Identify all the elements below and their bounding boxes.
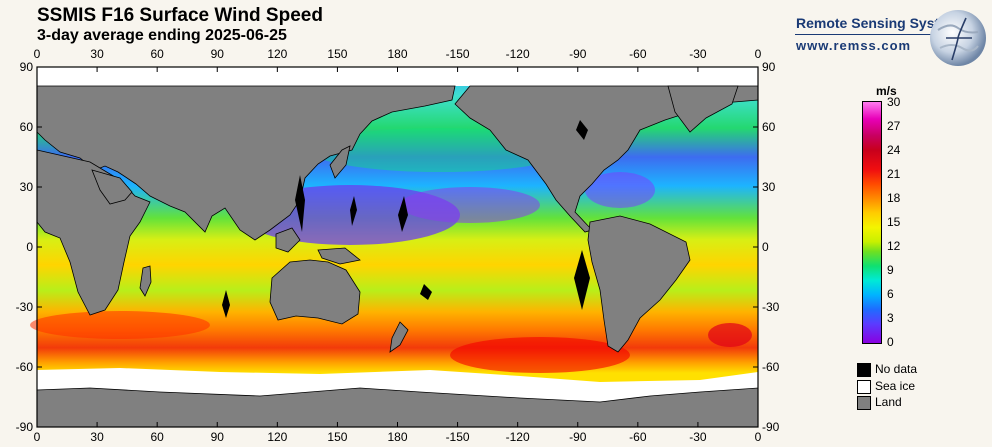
no-data-swath [398,196,408,232]
lon-label-top: -120 [505,47,530,61]
no-data-swaths [222,120,590,318]
lat-label-left: -30 [15,300,33,314]
legend-swatch [857,379,871,394]
no-data-swath [295,175,305,232]
lat-label-right: -60 [762,360,780,374]
colorbar-tick: 15 [887,215,901,229]
atlantic-gulf-calm [585,172,655,208]
legend-label: Land [875,395,902,409]
colorbar-tick: 18 [887,191,901,205]
lon-label-bottom: 30 [90,430,104,444]
lon-label-bottom: 180 [387,430,408,444]
no-data-swath [574,250,590,310]
legend-swatch [857,396,871,410]
madagascar-land [139,265,152,297]
lon-label-bottom: 120 [267,430,288,444]
brand-url[interactable]: www.remss.com [796,38,912,53]
south-america-land [587,215,691,353]
lon-label-top: 90 [210,47,224,61]
lon-label-top: 60 [150,47,164,61]
colorbar-tick: 6 [887,287,894,301]
south-atlantic-high-wind [708,323,752,347]
land-masses [36,85,759,428]
new-guinea-land [317,247,361,265]
lon-label-bottom: 150 [327,430,348,444]
lon-label-top: 150 [327,47,348,61]
new-zealand-land [389,321,409,353]
lon-label-top: -60 [629,47,647,61]
map-title: SSMIS F16 Surface Wind Speed [37,5,323,26]
no-data-swath [420,284,432,300]
lon-label-top: -90 [569,47,587,61]
lat-label-right: -30 [762,300,780,314]
lat-label-right: -90 [762,420,780,434]
pacific-calm-region [400,187,540,223]
colorbar-tick: 3 [887,311,894,325]
axis-ticks [36,66,759,428]
lat-label-right: 90 [762,60,776,74]
legend-swatch [857,363,871,377]
colorbar-tick: 24 [887,143,901,157]
lat-label-left: -90 [15,420,33,434]
colorbar-tick: 30 [887,95,901,109]
no-data-swath [350,196,357,226]
arabia-land [91,169,133,205]
lon-label-bottom: -90 [569,430,587,444]
borneo-land [275,227,301,253]
colorbar-unit: m/s [876,84,897,98]
lat-label-left: -60 [15,360,33,374]
globe-logo-icon [930,10,986,66]
colorbar-tick: 9 [887,263,894,277]
australia-land [269,259,361,325]
southern-ocean-high-wind [450,337,630,373]
lon-label-top: 0 [754,47,762,61]
lon-label-bottom: -30 [689,430,707,444]
brand-divider [795,34,935,35]
brand-name: Remote Sensing Systems [796,15,968,31]
lon-label-top: -30 [689,47,707,61]
lon-label-bottom: -150 [445,430,470,444]
lat-label-left: 0 [26,240,33,254]
lon-label-bottom: -60 [629,430,647,444]
japan-land [329,145,351,179]
lat-label-right: 30 [762,180,776,194]
lat-label-left: 30 [19,180,33,194]
colorbar-tick: 0 [887,335,894,349]
wind-speed-colorbar [862,101,882,344]
greenland-land [667,85,739,133]
legend-label: No data [875,362,918,376]
lon-label-bottom: 60 [150,430,164,444]
lon-label-bottom: 90 [210,430,224,444]
map-subtitle: 3-day average ending 2025-06-25 [37,27,287,44]
lon-label-top: 120 [267,47,288,61]
lon-label-bottom: 0 [33,430,41,444]
lon-label-bottom: 0 [754,430,762,444]
colorbar-tick: 27 [887,119,901,133]
lon-label-top: -150 [445,47,470,61]
lon-label-top: 0 [33,47,41,61]
lat-label-left: 60 [19,120,33,134]
colorbar-tick: 21 [887,167,901,181]
lon-label-bottom: -120 [505,430,530,444]
no-data-swath [222,290,230,318]
lon-label-top: 180 [387,47,408,61]
legend-label: Sea ice [875,378,916,393]
no-data-swath [576,120,588,140]
lat-label-left: 90 [19,60,33,74]
lon-label-top: 30 [90,47,104,61]
lat-label-right: 60 [762,120,776,134]
southern-ocean-high-wind [30,311,210,339]
colorbar-tick: 12 [887,239,901,253]
lat-label-right: 0 [762,240,769,254]
